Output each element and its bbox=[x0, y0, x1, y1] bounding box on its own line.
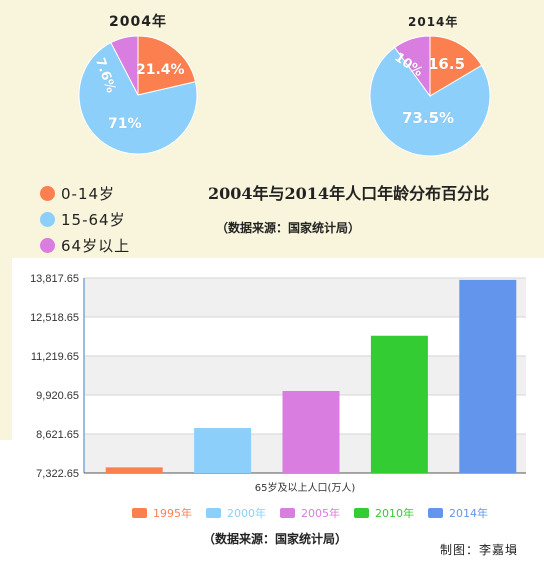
pie-legend-dot bbox=[40, 211, 55, 227]
bar-legend-swatch bbox=[206, 508, 221, 518]
bar-2014年 bbox=[459, 279, 517, 473]
pie-legend-item-15-64: 15-64岁 bbox=[40, 206, 130, 232]
y-tick-label: 9,920.65 bbox=[36, 390, 79, 402]
pie-2014-year: 2014年 bbox=[408, 15, 459, 29]
pie-legend-label: 0-14岁 bbox=[61, 184, 116, 203]
pie-2004-label-15-64: 71% bbox=[108, 116, 142, 132]
plot-band bbox=[84, 278, 526, 317]
bar-2005年 bbox=[282, 390, 340, 473]
bar-legend-item: 2000年 bbox=[206, 505, 266, 521]
y-tick-label: 8,621.65 bbox=[36, 429, 79, 441]
bar-1995年 bbox=[105, 467, 163, 473]
plot-band bbox=[84, 317, 526, 356]
pie-slice-0-14 bbox=[137, 35, 197, 96]
pie-chart-2014 bbox=[369, 35, 491, 157]
plot-band bbox=[84, 356, 526, 395]
y-tick-label: 12,518.65 bbox=[30, 312, 79, 324]
pie-legend-item-0-14: 0-14岁 bbox=[40, 180, 130, 206]
pie-slice-0-14 bbox=[429, 35, 483, 97]
pie-legend-label: 15-64岁 bbox=[61, 210, 126, 229]
pie-chart-2004 bbox=[78, 35, 198, 155]
pie-legend-item-64plus: 64岁以上 bbox=[40, 232, 130, 258]
source-note-bottom: （数据来源：国家统计局） bbox=[203, 532, 348, 546]
pie-legend-label: 64岁以上 bbox=[61, 236, 131, 255]
y-tick-label: 11,219.65 bbox=[31, 351, 79, 363]
bar-legend-label: 2005年 bbox=[301, 507, 340, 520]
bar-legend-label: 1995年 bbox=[153, 507, 192, 520]
pie-2004-year: 2004年 bbox=[109, 14, 167, 30]
pie-slice-15-64 bbox=[78, 41, 198, 155]
panel-edge-strip bbox=[0, 258, 12, 440]
bar-legend-item: 2014年 bbox=[428, 505, 488, 521]
pie-slice-64plus bbox=[394, 35, 431, 98]
bar-legend-swatch bbox=[280, 508, 295, 518]
pie-2014-label-15-64: 73.5% bbox=[402, 109, 455, 127]
bar-legend: 1995年 2000年 2005年 2010年 2014年 bbox=[132, 505, 502, 521]
pie-legend-dot bbox=[40, 185, 55, 201]
bar-legend-label: 2010年 bbox=[375, 507, 414, 520]
bar-2000年 bbox=[194, 428, 252, 473]
y-tick-label: 7,322.65 bbox=[36, 468, 79, 480]
pie-slice-64plus bbox=[110, 35, 139, 96]
bar-legend-item: 2010年 bbox=[354, 505, 414, 521]
bar-legend-swatch bbox=[354, 508, 369, 518]
bar-2010年 bbox=[370, 335, 428, 473]
pie-2014-label-0-14: 16.5 bbox=[428, 55, 466, 73]
bar-legend-swatch bbox=[132, 508, 147, 518]
credit-line: 制图：李嘉塤 bbox=[440, 543, 519, 557]
y-tick-label: 13,817.65 bbox=[30, 273, 79, 285]
bar-chart: 7,322.65 8,621.65 9,920.65 11,219.65 12,518.… bbox=[30, 273, 526, 494]
page-title: 2004年与2014年人口年龄分布百分比 bbox=[208, 184, 490, 203]
source-note-top: （数据来源：国家统计局） bbox=[216, 221, 361, 235]
x-axis-label: 65岁及以上人口(万人) bbox=[255, 481, 356, 494]
bar-legend-item: 2005年 bbox=[280, 505, 340, 521]
pie-legend-dot bbox=[40, 237, 55, 253]
bar-legend-item: 1995年 bbox=[132, 505, 192, 521]
bar-legend-label: 2000年 bbox=[227, 507, 266, 520]
pie-2004-label-0-14: 21.4% bbox=[136, 62, 185, 78]
bar-legend-swatch bbox=[428, 508, 443, 518]
pie-slice-15-64 bbox=[369, 46, 491, 157]
bar-legend-label: 2014年 bbox=[449, 507, 488, 520]
pie-legend: 0-14岁 15-64岁 64岁以上 bbox=[40, 180, 130, 258]
